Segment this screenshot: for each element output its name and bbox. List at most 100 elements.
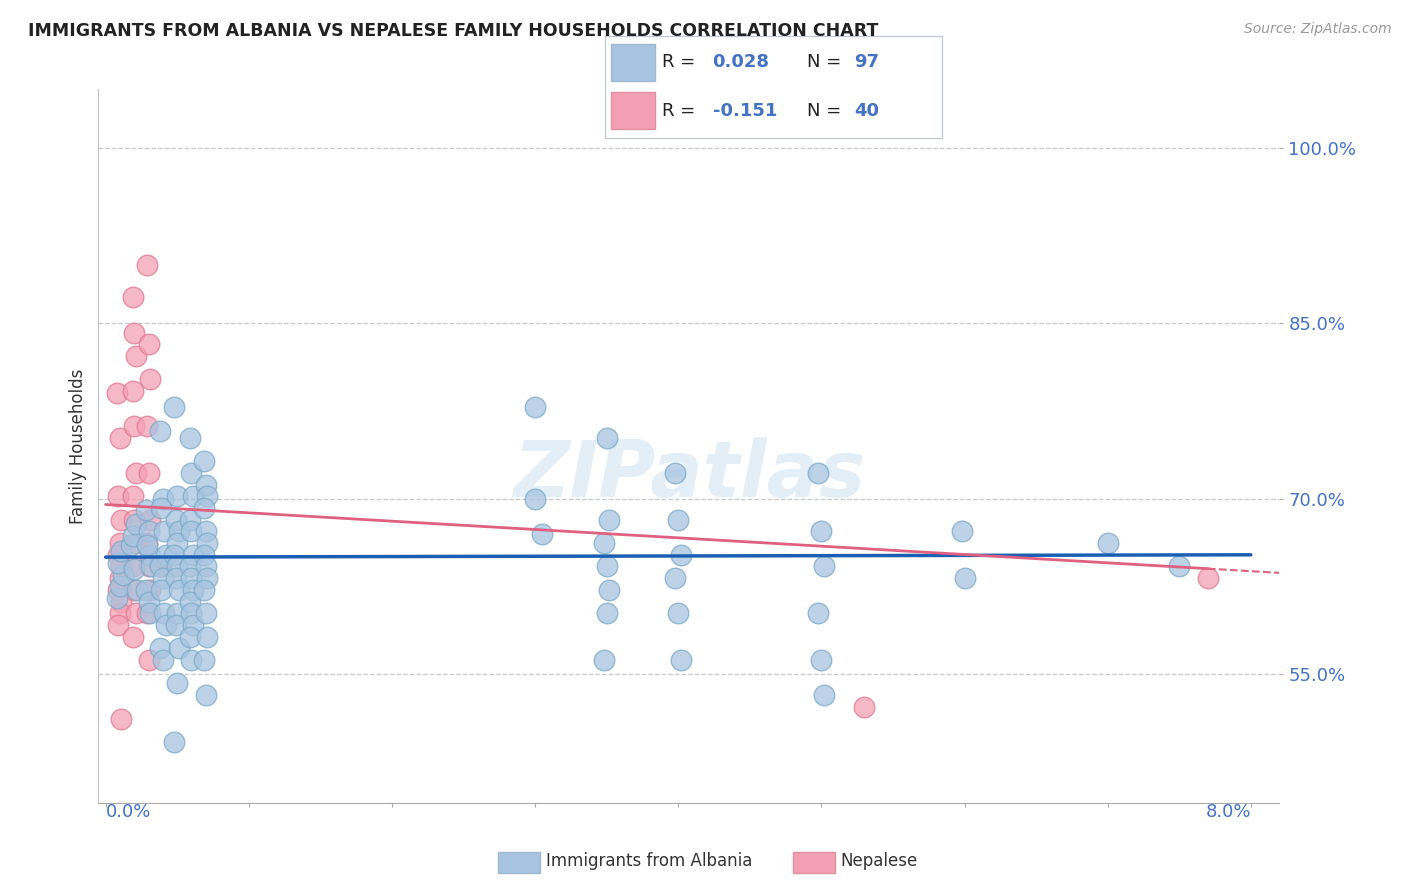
Point [139, 607, 162, 621]
Point [181, 582, 204, 597]
Point [153, 607, 176, 621]
Point [165, 513, 187, 527]
Point [111, 567, 134, 582]
Point [135, 503, 157, 517]
Text: 97: 97 [855, 54, 879, 71]
Point [121, 630, 143, 644]
Point [108, 536, 131, 550]
Point [139, 372, 162, 386]
Point [664, 466, 686, 480]
Text: -0.151: -0.151 [713, 102, 778, 120]
Point [810, 524, 832, 539]
Point [181, 548, 204, 562]
Point [166, 489, 188, 503]
Point [110, 513, 132, 527]
Point [531, 526, 554, 541]
Point [108, 571, 131, 585]
Point [149, 424, 172, 438]
Point [163, 548, 186, 562]
Point [124, 607, 146, 621]
Point [152, 653, 174, 667]
Point [138, 653, 160, 667]
Point [524, 401, 547, 415]
Point [105, 386, 128, 401]
Point [813, 559, 835, 574]
Text: ZIPatlas: ZIPatlas [513, 436, 865, 513]
Point [1168, 559, 1191, 574]
Text: 0.0%: 0.0% [105, 803, 150, 821]
Point [121, 559, 143, 574]
Point [1197, 571, 1219, 585]
Point [181, 618, 204, 632]
Point [155, 548, 177, 562]
Point [136, 419, 159, 434]
Point [138, 559, 160, 574]
Point [110, 712, 132, 726]
Point [122, 582, 145, 597]
Point [150, 501, 173, 516]
Point [110, 544, 132, 558]
Text: R =: R = [662, 54, 702, 71]
Point [598, 582, 620, 597]
Point [194, 559, 217, 574]
Point [121, 384, 143, 398]
Point [179, 630, 201, 644]
Point [121, 529, 143, 543]
Point [810, 653, 832, 667]
Point [669, 548, 692, 562]
Point [193, 582, 215, 597]
Point [121, 290, 143, 304]
Point [853, 699, 876, 714]
Point [179, 431, 201, 445]
Point [107, 582, 129, 597]
Point [107, 556, 129, 570]
Point [195, 571, 218, 585]
Text: 0.028: 0.028 [713, 54, 769, 71]
Point [180, 524, 202, 539]
Point [163, 401, 186, 415]
Point [179, 559, 201, 574]
Point [150, 559, 173, 574]
Point [163, 735, 186, 749]
Point [139, 548, 162, 562]
Point [592, 653, 614, 667]
Point [194, 688, 217, 702]
Point [149, 559, 172, 574]
Point [193, 454, 215, 468]
Point [107, 489, 129, 503]
Y-axis label: Family Households: Family Households [69, 368, 87, 524]
Point [110, 559, 132, 574]
Point [135, 582, 157, 597]
Point [152, 571, 174, 585]
Text: N =: N = [807, 54, 846, 71]
Point [180, 607, 202, 621]
Point [595, 607, 617, 621]
FancyBboxPatch shape [612, 44, 655, 81]
Text: Immigrants from Albania: Immigrants from Albania [546, 852, 752, 870]
Text: IMMIGRANTS FROM ALBANIA VS NEPALESE FAMILY HOUSEHOLDS CORRELATION CHART: IMMIGRANTS FROM ALBANIA VS NEPALESE FAMI… [28, 22, 879, 40]
Point [524, 491, 547, 506]
Point [194, 524, 217, 539]
Point [166, 607, 188, 621]
Point [139, 582, 162, 597]
Point [105, 591, 128, 605]
Point [180, 653, 202, 667]
Point [136, 536, 159, 550]
Point [813, 688, 835, 702]
Point [108, 607, 131, 621]
Point [167, 524, 190, 539]
Text: Source: ZipAtlas.com: Source: ZipAtlas.com [1244, 22, 1392, 37]
Point [180, 466, 202, 480]
Text: N =: N = [807, 102, 846, 120]
Point [122, 419, 145, 434]
Point [167, 641, 190, 656]
Point [122, 326, 145, 340]
Point [136, 258, 159, 272]
Point [195, 630, 218, 644]
Point [138, 524, 160, 539]
Point [167, 582, 190, 597]
Text: 40: 40 [855, 102, 879, 120]
Point [179, 513, 201, 527]
Point [110, 594, 132, 608]
Point [149, 641, 172, 656]
